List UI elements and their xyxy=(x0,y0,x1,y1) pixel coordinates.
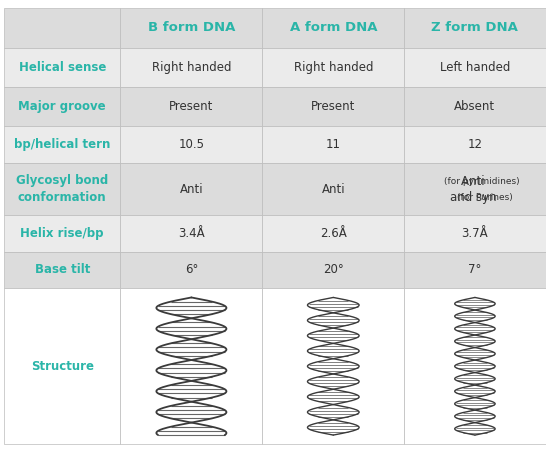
Text: and syn: and syn xyxy=(450,191,500,204)
Text: 10.5: 10.5 xyxy=(178,138,205,151)
Text: Left handed: Left handed xyxy=(440,61,510,74)
Bar xyxy=(404,215,545,252)
Bar xyxy=(263,8,404,48)
Bar xyxy=(4,126,120,163)
Bar xyxy=(404,163,545,215)
Text: (for Purines): (for Purines) xyxy=(457,193,513,202)
Text: (for pyrimidines): (for pyrimidines) xyxy=(444,177,519,186)
Bar xyxy=(404,288,545,445)
Bar xyxy=(263,215,404,252)
Text: Right handed: Right handed xyxy=(152,61,231,74)
Bar xyxy=(4,288,120,445)
Bar xyxy=(120,252,263,288)
Bar xyxy=(4,215,120,252)
Bar xyxy=(120,48,263,87)
Text: Glycosyl bond
conformation: Glycosyl bond conformation xyxy=(16,174,108,204)
Text: Helical sense: Helical sense xyxy=(19,61,106,74)
Bar xyxy=(120,215,263,252)
Text: Right handed: Right handed xyxy=(294,61,373,74)
Text: Helix rise/bp: Helix rise/bp xyxy=(20,227,104,240)
Text: 11: 11 xyxy=(326,138,341,151)
Bar xyxy=(404,126,545,163)
Text: Major groove: Major groove xyxy=(19,100,106,113)
Text: Present: Present xyxy=(169,100,213,113)
Text: 2.6Å: 2.6Å xyxy=(320,227,347,240)
Text: Structure: Structure xyxy=(31,360,94,373)
Text: bp/helical tern: bp/helical tern xyxy=(14,138,110,151)
Bar xyxy=(120,87,263,126)
Text: 12: 12 xyxy=(468,138,482,151)
Bar xyxy=(263,252,404,288)
Text: B form DNA: B form DNA xyxy=(148,22,235,35)
Bar xyxy=(404,87,545,126)
Bar xyxy=(4,8,120,48)
Text: Anti: Anti xyxy=(461,175,488,188)
Text: Anti: Anti xyxy=(322,183,345,196)
Bar xyxy=(404,48,545,87)
Bar xyxy=(404,8,545,48)
Bar xyxy=(263,87,404,126)
Bar xyxy=(4,163,120,215)
Bar xyxy=(263,48,404,87)
Bar xyxy=(263,163,404,215)
Text: 7°: 7° xyxy=(468,263,481,276)
Text: 3.7Å: 3.7Å xyxy=(462,227,488,240)
Bar xyxy=(4,87,120,126)
Text: Absent: Absent xyxy=(455,100,496,113)
Text: A form DNA: A form DNA xyxy=(289,22,377,35)
Bar xyxy=(120,288,263,445)
Bar xyxy=(263,288,404,445)
Bar xyxy=(4,48,120,87)
Bar xyxy=(4,252,120,288)
Text: Base tilt: Base tilt xyxy=(34,263,90,276)
Text: Present: Present xyxy=(311,100,356,113)
Bar xyxy=(263,126,404,163)
Bar xyxy=(120,163,263,215)
Bar xyxy=(120,8,263,48)
Text: Anti: Anti xyxy=(179,183,203,196)
Text: 6°: 6° xyxy=(185,263,198,276)
Text: 3.4Å: 3.4Å xyxy=(178,227,205,240)
Bar xyxy=(120,126,263,163)
Text: 20°: 20° xyxy=(323,263,344,276)
Bar xyxy=(404,252,545,288)
Text: Z form DNA: Z form DNA xyxy=(432,22,519,35)
